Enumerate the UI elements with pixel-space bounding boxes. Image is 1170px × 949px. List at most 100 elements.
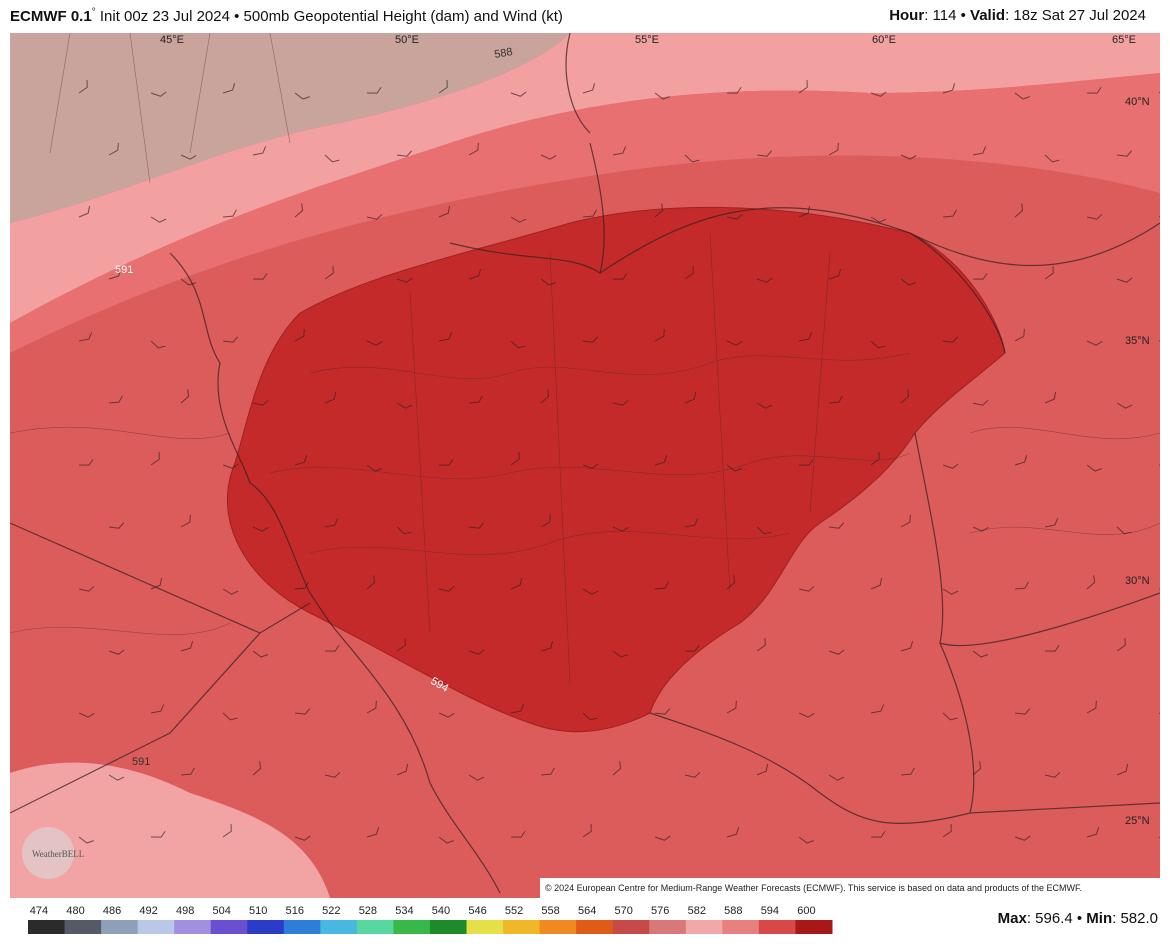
wind-barb [78,80,88,94]
wind-barb [1116,150,1133,157]
wind-barb [726,213,743,220]
wind-barb [1086,575,1096,590]
wind-barb [324,391,337,404]
wind-barb [582,209,597,218]
wind-barb [942,463,959,469]
wind-barb [366,827,380,838]
wind-barb [540,514,551,528]
wind-barb [150,452,160,466]
wind-barb [726,700,737,714]
wind-barb [1044,391,1057,404]
colorbar-tick-label: 558 [541,905,559,917]
colorbar-swatch [393,920,431,934]
wind-barb [540,154,557,160]
contour-label: 588 [493,46,513,61]
colorbar-tick-label: 534 [395,905,413,917]
wind-barb [396,150,413,157]
wind-barb [252,399,269,406]
wind-barb [1014,328,1025,342]
wind-barb [294,328,305,342]
wind-barb [438,585,455,592]
wind-barb [900,767,915,776]
wind-barb [396,763,409,776]
wind-barb [942,336,959,343]
wind-barb [972,650,988,658]
wind-barb [942,83,956,94]
longitude-label: 45°E [160,34,184,46]
wind-barb [1116,402,1133,409]
wind-barb [468,649,485,655]
watermark-logo [22,827,74,879]
wind-barb [468,142,479,156]
valid-key: Valid [970,7,1006,24]
wind-barb [654,328,665,342]
wind-barb [828,142,839,156]
wind-barb [1014,203,1024,218]
degree: ° [91,7,96,18]
wind-barb [324,771,341,778]
wind-barb [612,399,629,406]
region-brown [10,33,570,223]
wind-barb [150,577,163,590]
wind-barb [438,80,448,94]
wind-barb [1116,638,1126,652]
wind-barb [78,205,91,218]
wind-barb [654,203,664,218]
latitude-label: 40°N [1125,96,1150,108]
wind-barb [468,395,483,404]
wind-barb [150,216,167,223]
wind-barb [180,514,191,528]
colorbar-swatch [466,920,504,934]
wind-barb [613,272,628,280]
colorbar-swatch [612,920,650,934]
wind-barb [582,83,596,94]
wind-barb [1116,526,1132,535]
wind-barb [799,458,814,466]
wind-barb [1045,644,1060,652]
wind-barb [150,704,165,714]
wind-barb [828,395,843,404]
wind-barb [756,150,773,157]
wind-barb [78,712,95,718]
colorbar-tick-label: 588 [724,905,742,917]
colorbar-tick-label: 516 [286,905,304,917]
colorbar-tick-label: 546 [468,905,486,917]
wind-barb [510,577,523,590]
region-mid [10,73,1160,353]
contour-label: 591 [132,756,150,768]
wind-barb [1044,518,1059,528]
wind-barb [582,824,592,838]
colorbar-swatch [210,920,248,934]
wind-barb [972,761,982,776]
colorbar-tick-label: 582 [688,905,706,917]
wind-barb [1086,213,1103,220]
wind-barb [108,269,122,280]
wind-barb [798,332,813,342]
wind-barb [1086,464,1102,472]
header-right: Hour: 114 • Valid: 18z Sat 27 Jul 2024 [889,7,1146,24]
wind-barb [654,835,671,841]
wind-barb [684,266,694,280]
wind-barb [78,585,95,592]
wind-barb [439,458,454,466]
wind-barb [870,91,887,97]
wind-barb [325,644,340,652]
wind-barb [252,761,262,776]
colorbar-swatch [576,920,614,934]
wind-barb [180,767,195,776]
colorbar-tick-label: 474 [30,905,48,917]
colorbar-tick-label: 552 [505,905,523,917]
colorbar-tick-label: 564 [578,905,596,917]
wind-barb [870,340,886,349]
borders [10,33,1160,894]
wind-barb [180,389,190,404]
wind-barb [612,526,629,532]
wind-barb [108,649,125,655]
wind-barb [294,835,311,841]
colorbar-tick-label: 522 [322,905,340,917]
colorbar-tick-label: 570 [615,905,633,917]
hour-value: : 114 • [924,7,971,24]
wind-barb [294,708,311,715]
watermark: WeatherBELL [32,849,84,859]
